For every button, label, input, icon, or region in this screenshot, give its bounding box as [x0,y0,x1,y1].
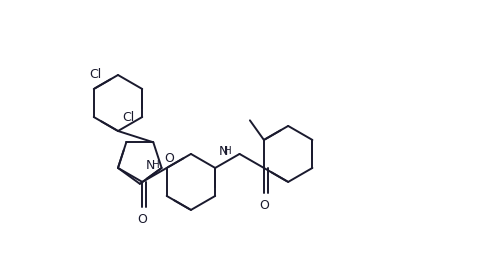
Text: O: O [165,152,174,165]
Text: O: O [259,199,269,212]
Text: Cl: Cl [122,110,134,123]
Text: N: N [146,159,155,172]
Text: H: H [225,146,232,156]
Text: H: H [152,160,159,170]
Text: O: O [138,213,147,226]
Text: Cl: Cl [89,68,102,81]
Text: N: N [219,145,228,158]
